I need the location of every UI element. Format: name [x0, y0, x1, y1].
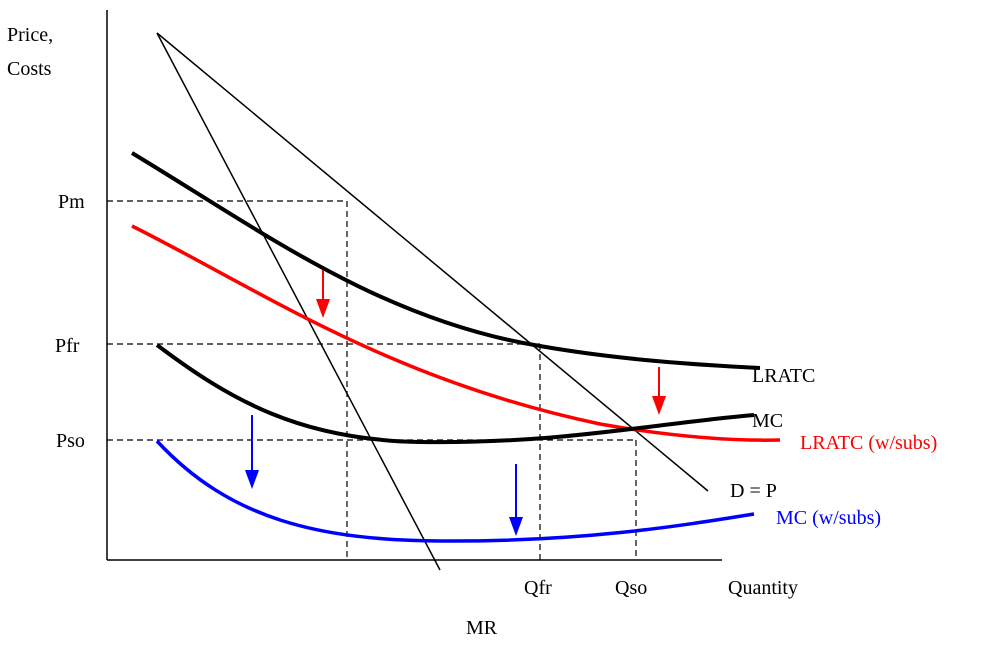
pm-label: Pm	[58, 191, 85, 213]
lratc-subs-label: LRATC (w/subs)	[800, 432, 937, 454]
pfr-label: Pfr	[55, 335, 80, 357]
x-axis-label: Quantity	[728, 577, 798, 599]
qfr-label: Qfr	[524, 577, 552, 599]
lratc-subs-curve	[131, 224, 781, 442]
mc-label: MC	[752, 410, 783, 432]
mc-subs-label: MC (w/subs)	[776, 507, 881, 529]
mc-curve	[155, 343, 755, 445]
arrow-blue-left	[245, 415, 259, 489]
demand-label: D = P	[730, 480, 777, 502]
demand-line	[156, 32, 709, 492]
y-axis-label-line1: Price,	[7, 24, 53, 46]
arrow-red-right	[652, 367, 666, 415]
arrow-blue-right	[509, 464, 523, 536]
pso-label: Pso	[56, 430, 85, 452]
mc-subs-curve	[155, 439, 755, 543]
qso-label: Qso	[615, 577, 647, 599]
lratc-label: LRATC	[752, 365, 815, 387]
arrow-red-left	[316, 270, 330, 318]
mr-label: MR	[466, 617, 498, 639]
y-axis-label-line2: Costs	[7, 58, 52, 80]
mr-line	[156, 32, 441, 571]
lratc-curve	[130, 151, 761, 370]
